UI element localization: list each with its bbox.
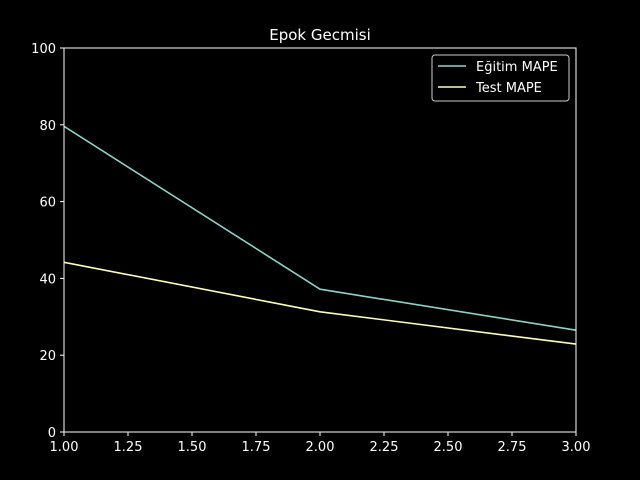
plot-lines <box>63 125 577 345</box>
chart-title: Epok Gecmisi <box>269 26 371 44</box>
x-tick-label: 1.75 <box>242 440 271 455</box>
y-tick-label: 40 <box>39 272 56 287</box>
x-tick-label: 1.50 <box>178 440 207 455</box>
series-line-2 <box>63 261 577 345</box>
legend: Eğitim MAPE Test MAPE <box>431 54 570 102</box>
y-tick-label: 80 <box>39 119 56 134</box>
x-tick-label: 2.50 <box>434 440 463 455</box>
x-tick-label: 2.25 <box>370 440 399 455</box>
x-tick-label: 1.00 <box>50 440 79 455</box>
plot-frame <box>63 47 577 433</box>
y-tick-label: 100 <box>31 42 56 57</box>
y-tick-label: 60 <box>39 196 56 211</box>
legend-label-1: Eğitim MAPE <box>476 60 558 75</box>
series-line-1 <box>63 125 577 331</box>
x-tick-label: 2.75 <box>498 440 527 455</box>
legend-label-2: Test MAPE <box>475 81 542 96</box>
axes: 1.00 1.25 1.50 1.75 2.00 2.25 2.50 2.75 3.00 0 20 4… <box>31 42 590 455</box>
x-tick-label: 1.25 <box>114 440 143 455</box>
x-tick-label: 2.00 <box>306 440 335 455</box>
legend-box <box>431 54 570 102</box>
x-tick-label: 3.00 <box>562 440 591 455</box>
y-tick-label: 20 <box>39 349 56 364</box>
y-tick-label: 0 <box>48 426 56 441</box>
